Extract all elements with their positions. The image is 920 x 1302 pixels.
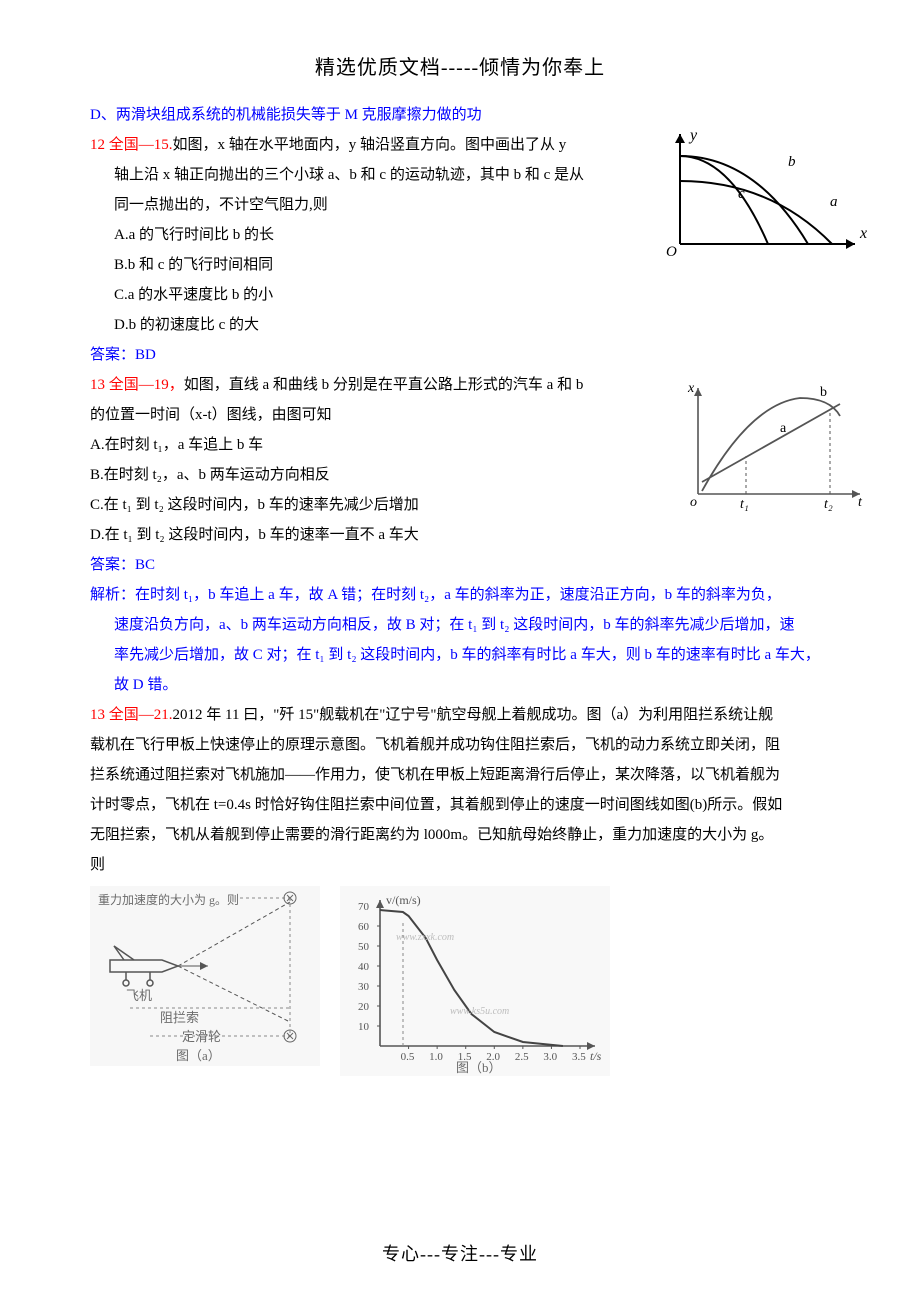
q12-optD: D.b 的初速度比 c 的大 bbox=[90, 310, 830, 340]
svg-text:10: 10 bbox=[358, 1021, 370, 1033]
svg-text:图（a）: 图（a） bbox=[176, 1048, 221, 1063]
q13b-body1: 2012 年 11 曰，"歼 15"舰载机在"辽宁号"航空母舰上着舰成功。图（a… bbox=[173, 707, 774, 723]
q13a-answer: 答案：BC bbox=[90, 550, 830, 580]
svg-text:a: a bbox=[830, 194, 838, 210]
svg-text:x: x bbox=[687, 381, 695, 396]
svg-text:v/(m/s): v/(m/s) bbox=[386, 893, 421, 907]
q13a-expl-label: 解析： bbox=[90, 587, 135, 603]
svg-text:定滑轮: 定滑轮 bbox=[182, 1029, 221, 1044]
page-footer: 专心---专注---专业 bbox=[0, 1236, 920, 1272]
svg-text:50: 50 bbox=[358, 941, 370, 953]
svg-text:1.0: 1.0 bbox=[429, 1051, 443, 1063]
q13b-body4: 计时零点，飞机在 t=0.4s 时恰好钩住阻拦索中间位置，其着舰到停止的速度一时… bbox=[90, 790, 830, 820]
svg-text:www.ks5u.com: www.ks5u.com bbox=[450, 1006, 509, 1017]
page-header: 精选优质文档-----倾情为你奉上 bbox=[90, 48, 830, 88]
q12-figure: x y O a b c bbox=[660, 126, 870, 256]
svg-text:b: b bbox=[820, 385, 827, 400]
q13b-line1: 13 全国—21.2012 年 11 曰，"歼 15"舰载机在"辽宁号"航空母舰… bbox=[90, 700, 830, 730]
svg-text:20: 20 bbox=[358, 1001, 370, 1013]
q13b-figures: 重力加速度的大小为 g。则 飞机 阻拦索 bbox=[90, 886, 830, 1076]
q13b-body6: 则 bbox=[90, 850, 830, 880]
q13a-block: o t₁ t₂ t x a b 13 全国—19，如图，直线 a 和曲线 b 分… bbox=[90, 370, 830, 550]
svg-text:30: 30 bbox=[358, 981, 370, 993]
fig-a: 重力加速度的大小为 g。则 飞机 阻拦索 bbox=[90, 886, 320, 1066]
svg-text:图（b）: 图（b） bbox=[456, 1060, 502, 1075]
svg-text:y: y bbox=[688, 127, 698, 144]
q13a-expl1: 在时刻 t₁，b 车追上 a 车，故 A 错；在时刻 t₂，a 车的斜率为正，速… bbox=[135, 587, 781, 603]
fig-b: v/(m/s) t/s 10203040506070 0.51.01.52.02… bbox=[340, 886, 610, 1076]
svg-text:x: x bbox=[859, 225, 867, 242]
svg-text:70: 70 bbox=[358, 901, 370, 913]
q13b-body3: 拦系统通过阻拦索对飞机施加——作用力，使飞机在甲板上短距离滑行后停止，某次降落，… bbox=[90, 760, 830, 790]
svg-text:o: o bbox=[690, 495, 697, 510]
q13a-ans-val: BC bbox=[135, 557, 155, 573]
q13a-optD: D.在 t₁ 到 t₂ 这段时间内，b 车的速率一直不 a 车大 bbox=[90, 520, 830, 550]
xt-graph: o t₁ t₂ t x a b bbox=[680, 376, 870, 516]
svg-text:b: b bbox=[788, 154, 796, 170]
q13a-expl3: 率先减少后增加，故 C 对；在 t₁ 到 t₂ 这段时间内，b 车的斜率有时比 … bbox=[90, 640, 830, 670]
q13a-expl2: 速度沿负方向，a、b 两车运动方向相反，故 B 对；在 t₁ 到 t₂ 这段时间… bbox=[90, 610, 830, 640]
q13a-expl-line1: 解析：在时刻 t₁，b 车追上 a 车，故 A 错；在时刻 t₂，a 车的斜率为… bbox=[90, 580, 830, 610]
svg-text:t/s: t/s bbox=[590, 1049, 602, 1063]
svg-text:60: 60 bbox=[358, 921, 370, 933]
q13b-body5: 无阻拦索，飞机从着舰到停止需要的滑行距离约为 l000m。已知航母始终静止，重力… bbox=[90, 820, 830, 850]
q13a-tag: 13 全国—19， bbox=[90, 377, 184, 393]
svg-text:0.5: 0.5 bbox=[401, 1051, 415, 1063]
svg-text:重力加速度的大小为 g。则: 重力加速度的大小为 g。则 bbox=[98, 892, 239, 907]
svg-text:www.zxxk.com: www.zxxk.com bbox=[396, 932, 454, 943]
q12-ans-val: BD bbox=[135, 347, 156, 363]
q13a-body1: 如图，直线 a 和曲线 b 分别是在平直公路上形式的汽车 a 和 b bbox=[184, 377, 584, 393]
svg-text:2.5: 2.5 bbox=[515, 1051, 529, 1063]
svg-text:O: O bbox=[666, 244, 677, 256]
svg-text:t₁: t₁ bbox=[740, 497, 749, 512]
fig-b-wrap: v/(m/s) t/s 10203040506070 0.51.01.52.02… bbox=[340, 886, 610, 1076]
q12-ans-label: 答案： bbox=[90, 347, 135, 363]
q12-body1: 如图，x 轴在水平地面内，y 轴沿竖直方向。图中画出了从 y bbox=[173, 137, 567, 153]
svg-text:3.0: 3.0 bbox=[543, 1051, 557, 1063]
svg-text:飞机: 飞机 bbox=[126, 988, 152, 1003]
fig-a-wrap: 重力加速度的大小为 g。则 飞机 阻拦索 bbox=[90, 886, 320, 1066]
q12-answer: 答案：BD bbox=[90, 340, 830, 370]
q12-tag: 12 全国—15. bbox=[90, 137, 173, 153]
svg-text:a: a bbox=[780, 421, 787, 436]
q12-block: x y O a b c 12 全国—15.如图，x 轴在水平地面内，y 轴沿竖直… bbox=[90, 130, 830, 340]
q13b-body2: 载机在飞行甲板上快速停止的原理示意图。飞机着舰并成功钩住阻拦索后，飞机的动力系统… bbox=[90, 730, 830, 760]
q13a-expl4: 故 D 错。 bbox=[90, 670, 830, 700]
svg-text:阻拦索: 阻拦索 bbox=[160, 1010, 199, 1025]
svg-text:40: 40 bbox=[358, 961, 370, 973]
q13a-figure: o t₁ t₂ t x a b bbox=[680, 376, 870, 516]
svg-text:c: c bbox=[738, 186, 745, 202]
svg-text:3.5: 3.5 bbox=[572, 1051, 586, 1063]
q13b-tag: 13 全国—21. bbox=[90, 707, 173, 723]
svg-text:t₂: t₂ bbox=[824, 497, 833, 512]
projectile-diagram: x y O a b c bbox=[660, 126, 870, 256]
q13a-ans-label: 答案： bbox=[90, 557, 135, 573]
q12-optC: C.a 的水平速度比 b 的小 bbox=[90, 280, 830, 310]
